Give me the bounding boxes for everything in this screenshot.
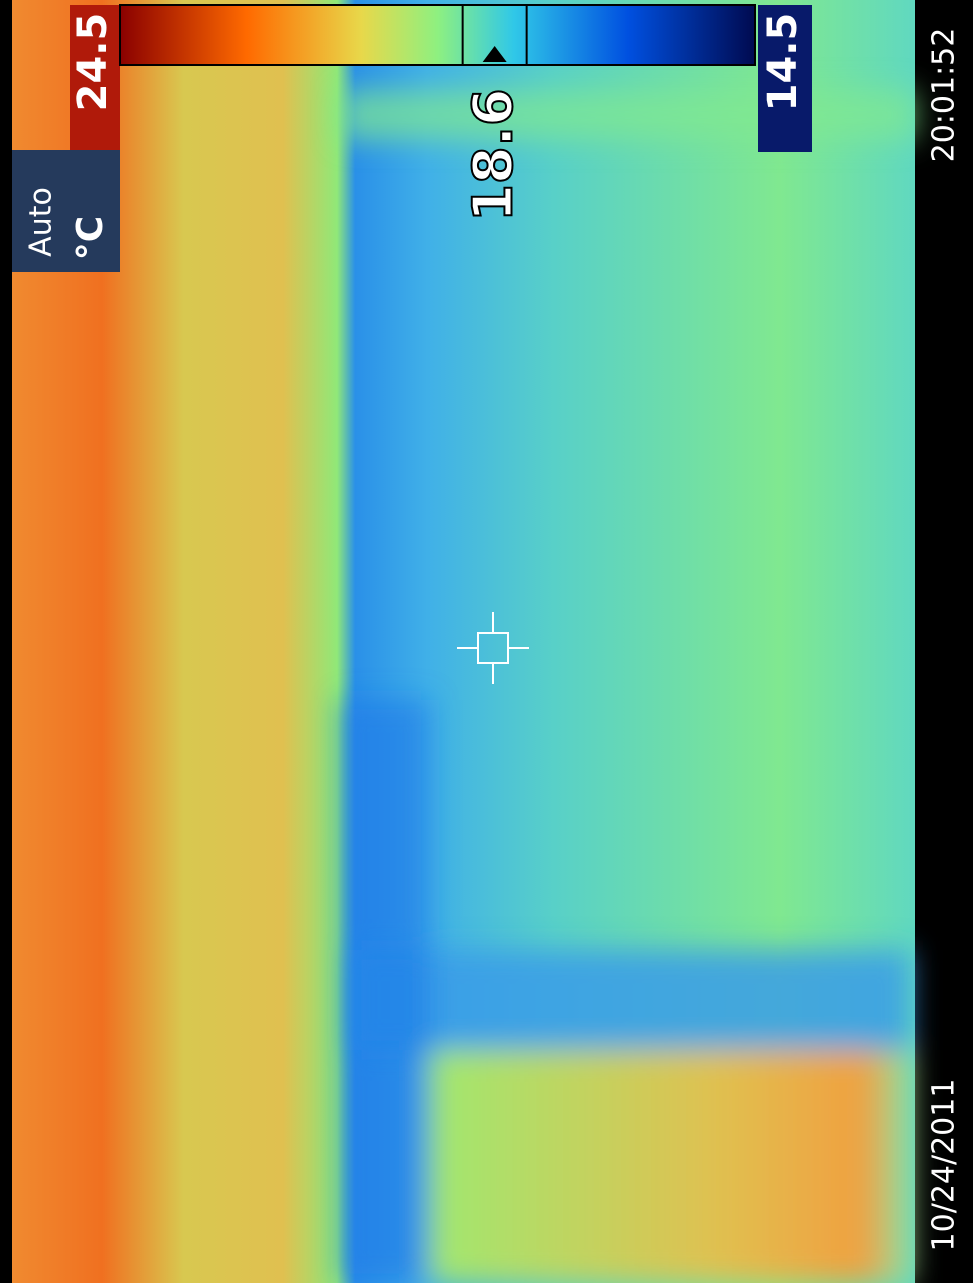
crosshair — [457, 612, 529, 684]
min-box — [758, 5, 812, 152]
max-temperature: 24.5 — [70, 13, 116, 112]
marker-arrow — [482, 46, 507, 62]
marker-frame — [461, 4, 528, 66]
max-box — [70, 5, 120, 150]
spot-temperature: 18.6 — [462, 88, 525, 221]
mode-box — [12, 150, 120, 272]
thermal-image — [12, 0, 915, 1283]
palette-mode: Auto — [24, 187, 59, 257]
date: 10/24/2011 — [927, 1079, 962, 1252]
unit: °C — [70, 216, 111, 260]
color-scale — [119, 4, 756, 66]
scale-marker — [461, 4, 528, 66]
min-temperature: 14.5 — [760, 13, 806, 112]
time: 20:01:52 — [927, 28, 962, 163]
